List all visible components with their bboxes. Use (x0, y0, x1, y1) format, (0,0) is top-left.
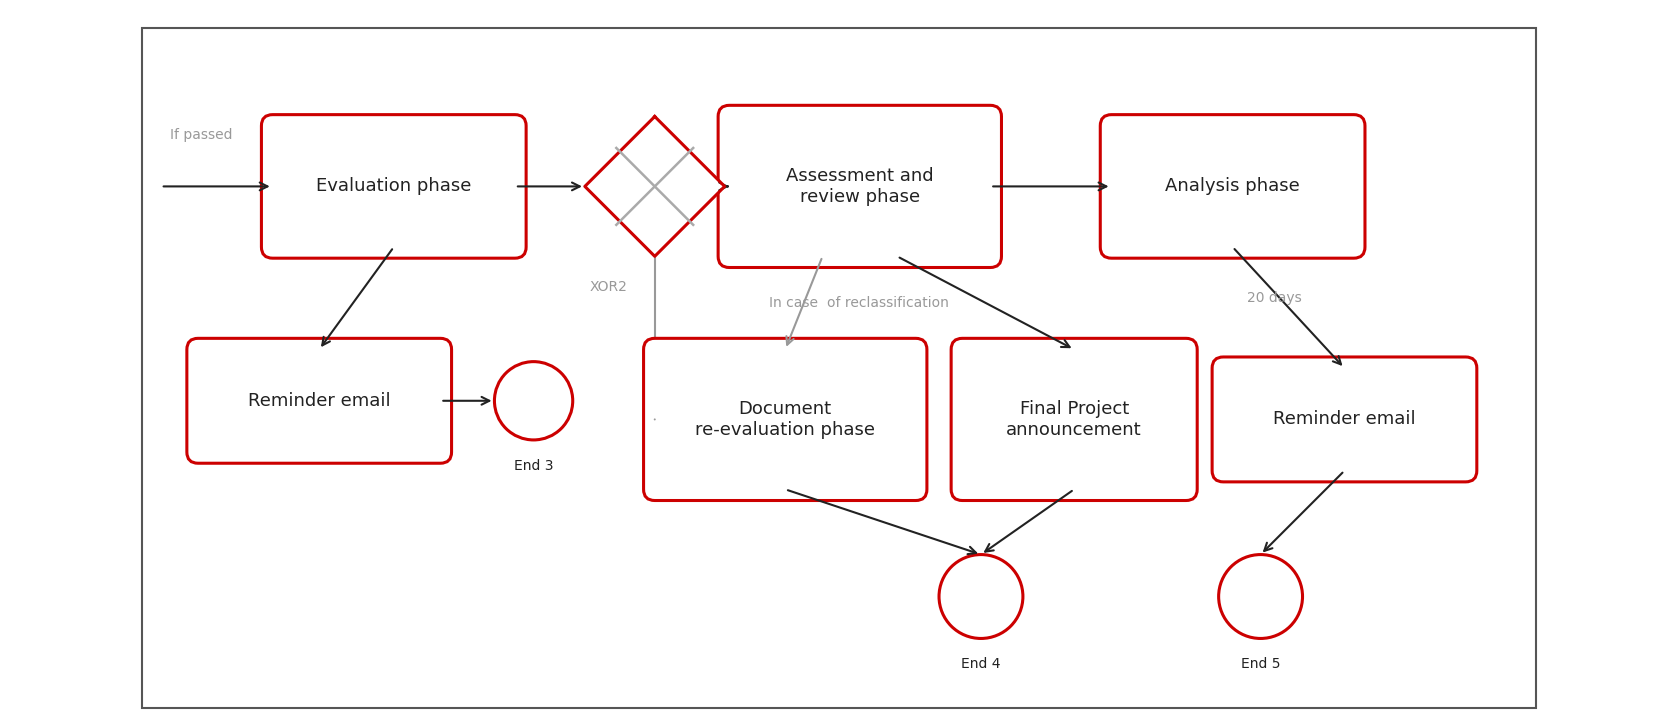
Text: Analysis phase: Analysis phase (1166, 177, 1300, 196)
Text: End 3: End 3 (514, 459, 554, 473)
FancyBboxPatch shape (644, 338, 927, 500)
FancyBboxPatch shape (1101, 115, 1365, 258)
Text: of reclassification: of reclassification (826, 296, 949, 310)
Text: In case: In case (770, 296, 818, 310)
FancyBboxPatch shape (1213, 357, 1477, 482)
FancyBboxPatch shape (718, 105, 1002, 268)
Text: Final Project
announcement: Final Project announcement (1007, 400, 1143, 439)
FancyBboxPatch shape (952, 338, 1198, 500)
Circle shape (939, 555, 1022, 638)
Text: If passed: If passed (171, 128, 233, 142)
Circle shape (1218, 555, 1303, 638)
Text: 20 days: 20 days (1246, 292, 1302, 305)
Text: Document
re-evaluation phase: Document re-evaluation phase (696, 400, 875, 439)
FancyBboxPatch shape (261, 115, 525, 258)
Text: Assessment and
review phase: Assessment and review phase (786, 167, 934, 206)
Text: XOR2: XOR2 (589, 280, 627, 294)
Text: End 5: End 5 (1241, 657, 1280, 671)
Circle shape (495, 361, 572, 440)
FancyBboxPatch shape (187, 338, 452, 463)
Text: Reminder email: Reminder email (1273, 411, 1415, 428)
Text: End 4: End 4 (962, 657, 1000, 671)
Text: Evaluation phase: Evaluation phase (316, 177, 472, 196)
Text: Reminder email: Reminder email (248, 392, 390, 410)
Polygon shape (586, 116, 724, 257)
